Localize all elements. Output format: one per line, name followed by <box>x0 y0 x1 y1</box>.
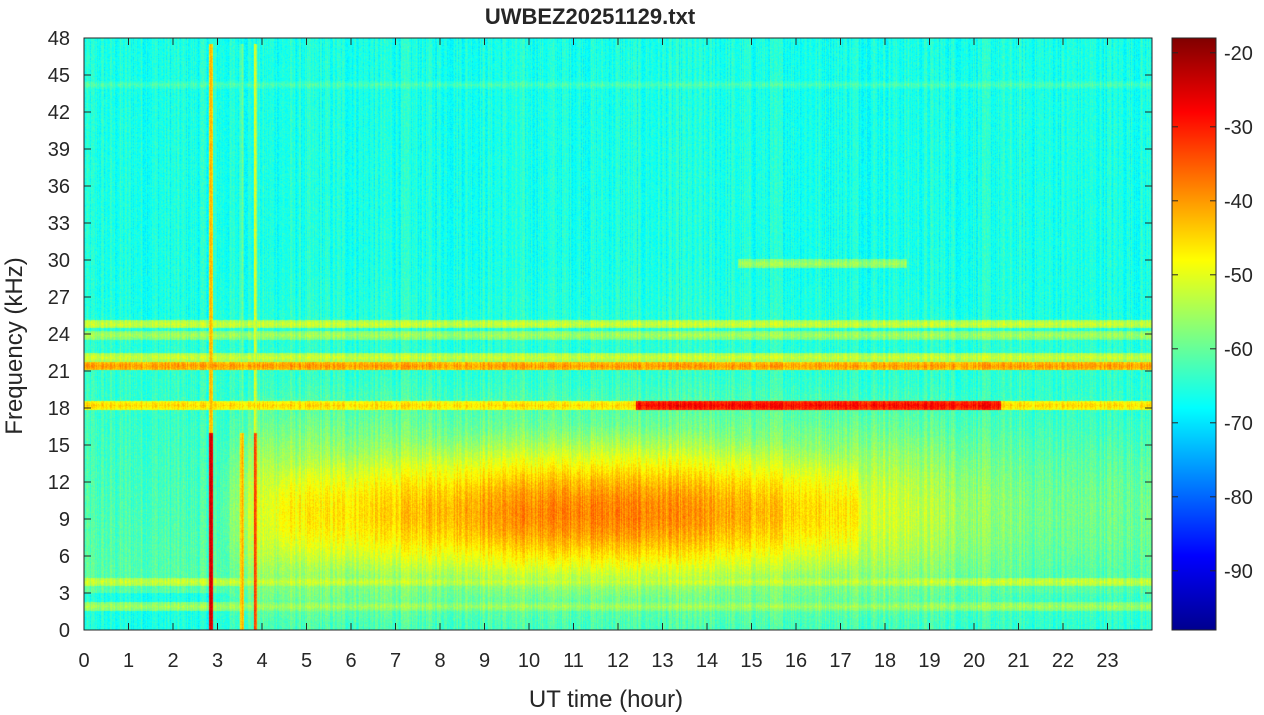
spectrogram-image <box>84 38 1152 630</box>
colorbar-tick-label: -90 <box>1224 561 1253 583</box>
x-tick-label: 7 <box>390 650 401 672</box>
colorbar-gradient <box>1171 37 1217 631</box>
colorbar-tick-label: -30 <box>1224 117 1253 139</box>
x-tick-label: 14 <box>696 650 718 672</box>
colorbar-tick-label: -70 <box>1224 413 1253 435</box>
x-tick-label: 19 <box>918 650 940 672</box>
x-tick-label: 22 <box>1052 650 1074 672</box>
chart-title: UWBEZ20251129.txt <box>485 4 696 29</box>
x-tick-label: 9 <box>479 650 490 672</box>
colorbar-tick-label: -40 <box>1224 191 1253 213</box>
x-tick-label: 12 <box>607 650 629 672</box>
colorbar-tick-label: -50 <box>1224 265 1253 287</box>
y-tick-label: 3 <box>59 583 70 605</box>
y-tick-label: 33 <box>48 213 70 235</box>
x-tick-label: 23 <box>1096 650 1118 672</box>
x-tick-label: 3 <box>212 650 223 672</box>
y-tick-label: 24 <box>48 324 70 346</box>
y-tick-label: 45 <box>48 65 70 87</box>
x-tick-label: 20 <box>963 650 985 672</box>
colorbar-tick-label: -20 <box>1224 43 1253 65</box>
y-tick-label: 48 <box>48 28 70 50</box>
x-tick-label: 11 <box>563 650 584 672</box>
x-tick-label: 15 <box>740 650 762 672</box>
x-tick-label: 13 <box>651 650 673 672</box>
y-axis-label: Frequency (kHz) <box>1 257 28 434</box>
x-tick-label: 2 <box>167 650 178 672</box>
y-tick-label: 9 <box>59 509 70 531</box>
spectrogram-plot <box>83 37 1153 631</box>
y-tick-label: 18 <box>48 398 70 420</box>
colorbar-tick-label: -80 <box>1224 487 1253 509</box>
x-tick-label: 6 <box>345 650 356 672</box>
y-tick-label: 39 <box>48 139 70 161</box>
y-tick-label: 30 <box>48 250 70 272</box>
colorbar-ticks: -90 -80 -70 -60 -50 -40 -30 -20 <box>1172 43 1253 583</box>
y-tick-label: 12 <box>48 472 70 494</box>
y-tick-label: 21 <box>48 361 70 383</box>
colorbar: -90 -80 -70 -60 -50 -40 -30 -20 <box>1171 37 1253 631</box>
x-tick-label: 18 <box>874 650 896 672</box>
y-tick-label: 36 <box>48 176 70 198</box>
y-tick-label: 42 <box>48 102 70 124</box>
y-tick-label: 15 <box>48 435 70 457</box>
colorbar-tick-label: -60 <box>1224 339 1253 361</box>
y-tick-label: 6 <box>59 546 70 568</box>
x-tick-label: 4 <box>256 650 267 672</box>
x-tick-label: 1 <box>123 650 134 672</box>
x-tick-label: 10 <box>518 650 540 672</box>
y-tick-label: 0 <box>59 620 70 642</box>
x-tick-label: 8 <box>434 650 445 672</box>
x-tick-label: 16 <box>785 650 807 672</box>
x-tick-label: 0 <box>78 650 89 672</box>
y-tick-label: 27 <box>48 287 70 309</box>
x-tick-label: 5 <box>301 650 312 672</box>
x-tick-label: 17 <box>829 650 851 672</box>
x-tick-label: 21 <box>1007 650 1029 672</box>
x-axis: 0 1 2 3 4 5 6 7 8 9 10 11 12 13 14 15 16 17 18 19 20 21 22 23 <box>78 38 1119 672</box>
x-axis-label: UT time (hour) <box>529 686 683 713</box>
